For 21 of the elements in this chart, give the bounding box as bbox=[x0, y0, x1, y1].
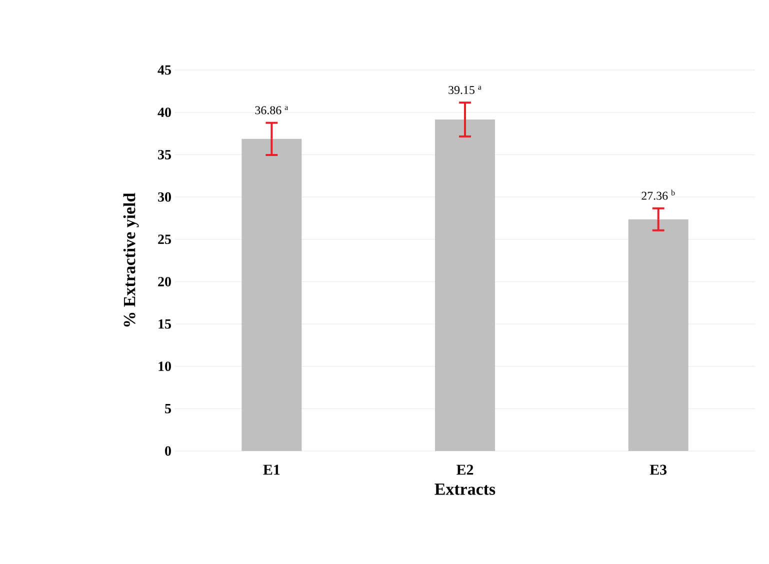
x-tick-label: E1 bbox=[263, 464, 280, 475]
y-tick-label: 20 bbox=[158, 276, 171, 286]
y-tick-label: 30 bbox=[158, 192, 171, 202]
y-tick-label: 15 bbox=[158, 319, 171, 329]
x-tick-label: E2 bbox=[456, 464, 474, 475]
x-axis-title: Extracts bbox=[434, 484, 496, 495]
data-label: 39.15 $^{a}$ bbox=[448, 86, 482, 94]
y-tick-label: 25 bbox=[158, 234, 171, 244]
y-tick-label: 0 bbox=[165, 446, 171, 456]
data-label: 27.36 $^{b}$ bbox=[642, 190, 675, 200]
bar bbox=[435, 120, 496, 451]
x-tick-label: E3 bbox=[650, 464, 667, 475]
y-tick-label: 10 bbox=[158, 362, 171, 372]
y-tick-label: 35 bbox=[158, 150, 171, 160]
data-label: 36.86 $^{a}$ bbox=[255, 106, 288, 114]
y-tick-label: 5 bbox=[165, 404, 171, 414]
y-tick-label: 45 bbox=[158, 65, 171, 75]
bar bbox=[242, 138, 302, 451]
y-axis-title: % Extractive yield bbox=[123, 192, 139, 326]
y-tick-label: 40 bbox=[158, 108, 171, 118]
bar bbox=[628, 219, 688, 451]
